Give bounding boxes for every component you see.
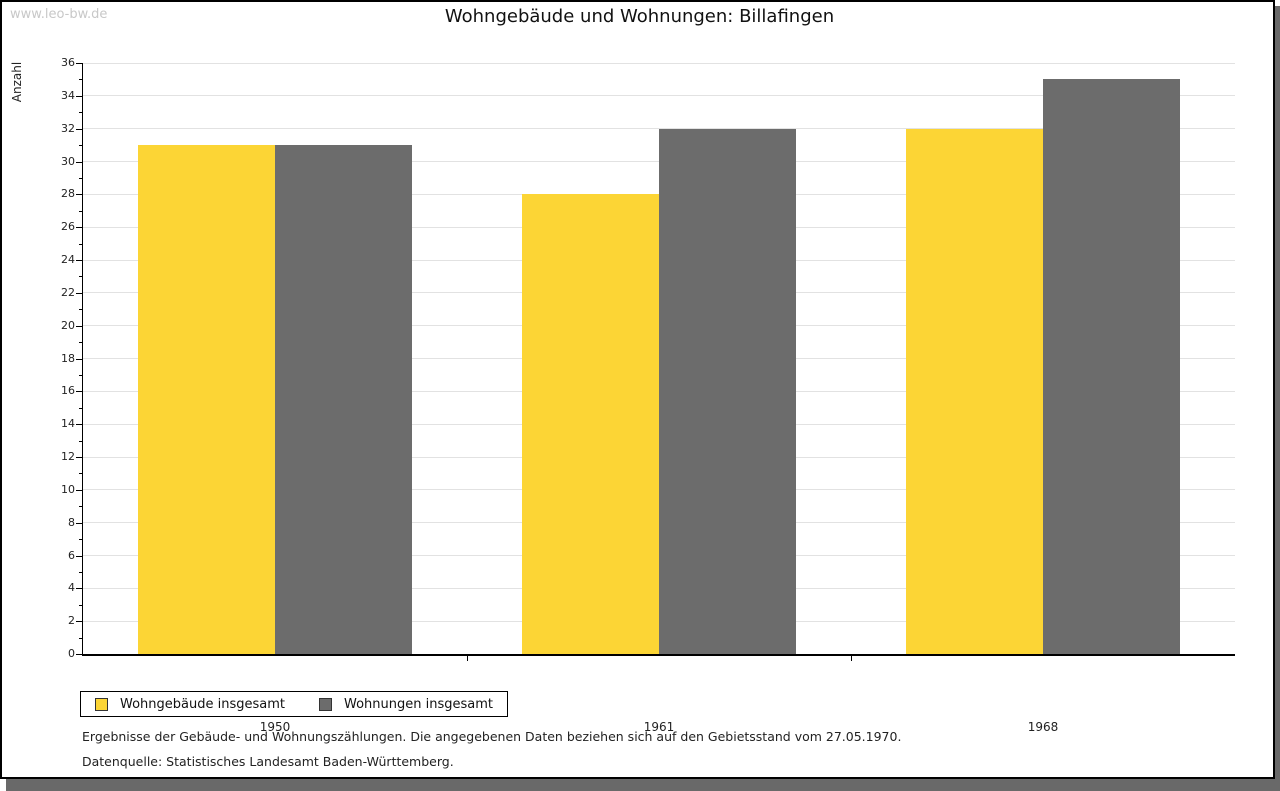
legend-label: Wohnungen insgesamt [344, 696, 493, 712]
y-tick-major [76, 391, 83, 393]
y-tick-minor [79, 374, 83, 376]
y-tick-minor [79, 276, 83, 278]
x-category-label: 1961 [643, 720, 675, 734]
y-tick-label: 32 [61, 121, 75, 135]
bar [138, 145, 275, 654]
watermark-text: www.leo-bw.de [10, 7, 108, 22]
y-tick-label: 2 [68, 614, 75, 628]
y-tick-label: 4 [68, 581, 75, 595]
y-axis-label: Anzahl [10, 61, 24, 103]
y-tick-minor [79, 342, 83, 344]
y-tick-label: 0 [68, 647, 75, 660]
y-tick-major [76, 260, 83, 261]
y-tick-major [76, 588, 83, 590]
legend-box: Wohngebäude insgesamt Wohnungen insgesamt [80, 691, 508, 717]
y-tick-major [76, 489, 83, 491]
y-tick-label: 30 [61, 154, 75, 168]
y-tick-major [76, 194, 83, 196]
y-tick-major [76, 63, 83, 64]
y-tick-label: 20 [61, 318, 75, 332]
gridline [83, 95, 1235, 97]
y-tick-major [76, 325, 83, 327]
y-tick-minor [79, 407, 83, 409]
legend-swatch-icon [319, 697, 332, 711]
chart-title: Wohngebäude und Wohnungen: Billafingen [444, 6, 835, 27]
y-tick-minor [79, 79, 83, 81]
page-shadow-right [1275, 6, 1280, 791]
gridline [83, 128, 1235, 130]
gridline [83, 62, 1235, 64]
x-category-label: 1950 [259, 720, 291, 734]
bar [275, 145, 412, 654]
y-tick-major [76, 95, 83, 97]
bar [1043, 79, 1180, 654]
y-tick-minor [79, 604, 83, 606]
y-tick-label: 34 [61, 88, 75, 102]
y-tick-minor [79, 309, 83, 311]
y-tick-major [76, 654, 83, 655]
y-tick-major [76, 457, 83, 458]
legend-item: Wohnungen insgesamt [319, 697, 493, 712]
plot-area: 0 2 4 6 8 10 12 14 16 18 20 22 24 26 28 30 32 34 36 1950 196… [61, 56, 1235, 734]
y-tick-label: 12 [61, 450, 75, 463]
y-tick-minor [79, 440, 83, 442]
y-tick-label: 28 [61, 187, 75, 201]
y-tick-label: 22 [61, 285, 75, 299]
y-tick-major [76, 555, 83, 557]
legend-swatch-icon [95, 697, 108, 711]
y-tick-major [76, 621, 83, 623]
y-tick-label: 14 [61, 417, 75, 431]
y-tick-minor [79, 243, 83, 245]
y-tick-label: 6 [68, 548, 75, 562]
legend-item: Wohngebäude insgesamt [95, 697, 285, 712]
page-shadow-bottom [6, 779, 1275, 791]
y-tick-minor [79, 210, 83, 212]
y-tick-label: 24 [61, 253, 75, 266]
x-tick [851, 656, 852, 661]
y-tick-minor [79, 637, 83, 639]
bar [659, 128, 796, 654]
y-tick-major [76, 522, 83, 524]
y-tick-major [76, 358, 83, 360]
y-tick-major [76, 424, 83, 426]
y-tick-major [76, 161, 83, 163]
y-tick-minor [79, 112, 83, 114]
footnote-datasource: Datenquelle: Statistisches Landesamt Bad… [82, 754, 454, 769]
y-tick-minor [79, 473, 83, 475]
footnote-note: Ergebnisse der Gebäude- und Wohnungszähl… [82, 729, 902, 744]
y-tick-label: 26 [61, 220, 75, 234]
y-tick-major [76, 292, 83, 294]
y-tick-label: 10 [61, 482, 75, 496]
legend-label: Wohngebäude insgesamt [120, 696, 285, 712]
y-tick-minor [79, 177, 83, 179]
y-tick-minor [79, 506, 83, 508]
y-tick-minor [79, 539, 83, 541]
y-tick-label: 16 [61, 384, 75, 398]
y-tick-label: 36 [61, 56, 75, 69]
y-tick-label: 18 [61, 351, 75, 365]
y-tick-minor [79, 571, 83, 573]
y-tick-label: 8 [68, 515, 75, 529]
x-tick [467, 656, 468, 661]
y-tick-major [76, 128, 83, 130]
y-tick-minor [79, 145, 83, 147]
bar [522, 194, 659, 654]
bar [906, 128, 1043, 654]
y-tick-major [76, 227, 83, 229]
x-category-label: 1968 [1027, 720, 1059, 734]
